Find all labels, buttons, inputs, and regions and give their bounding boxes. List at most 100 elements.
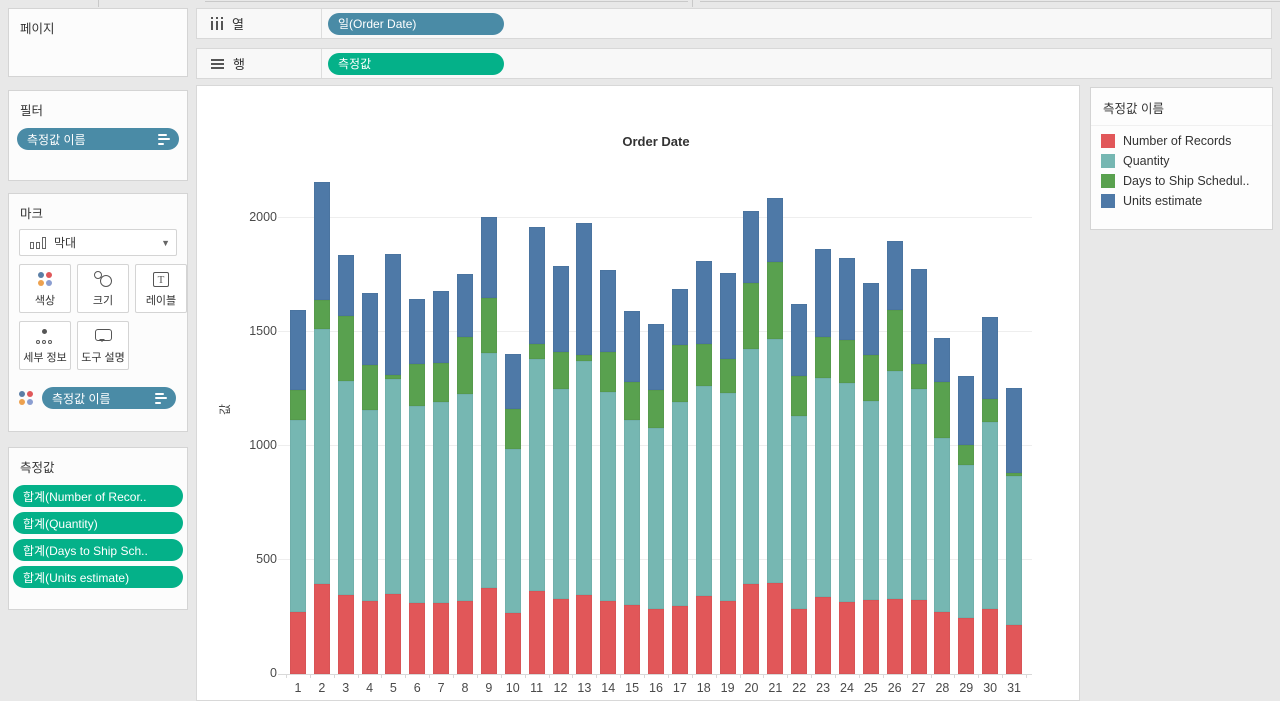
- pages-shelf[interactable]: 페이지: [8, 8, 188, 77]
- bar-segment[interactable]: [719, 600, 736, 674]
- bar-segment[interactable]: [934, 438, 951, 612]
- stacked-bar-day-14[interactable]: [600, 270, 617, 674]
- stacked-bar-day-30[interactable]: [982, 316, 999, 674]
- bar-segment[interactable]: [910, 600, 927, 674]
- bar-segment[interactable]: [647, 324, 664, 390]
- bar-segment[interactable]: [791, 608, 808, 674]
- bar-segment[interactable]: [289, 611, 306, 674]
- bar-segment[interactable]: [886, 598, 903, 674]
- bar-segment[interactable]: [886, 370, 903, 599]
- bar-segment[interactable]: [767, 198, 784, 263]
- bar-segment[interactable]: [385, 379, 402, 594]
- bar-segment[interactable]: [982, 316, 999, 400]
- stacked-bar-day-20[interactable]: [743, 210, 760, 674]
- bar-segment[interactable]: [838, 258, 855, 340]
- legend-item[interactable]: Quantity: [1091, 151, 1272, 171]
- legend-item[interactable]: Days to Ship Schedul..: [1091, 171, 1272, 191]
- bar-segment[interactable]: [791, 375, 808, 416]
- filters-shelf[interactable]: 필터 측정값 이름: [8, 90, 188, 181]
- bar-segment[interactable]: [910, 364, 927, 390]
- bar-segment[interactable]: [385, 253, 402, 375]
- bar-segment[interactable]: [457, 273, 474, 338]
- bar-segment[interactable]: [695, 596, 712, 674]
- bar-segment[interactable]: [743, 210, 760, 283]
- stacked-bar-day-27[interactable]: [910, 269, 927, 674]
- bar-segment[interactable]: [815, 377, 832, 598]
- bar-segment[interactable]: [647, 428, 664, 609]
- bar-segment[interactable]: [624, 382, 641, 420]
- stacked-bar-day-8[interactable]: [457, 273, 474, 674]
- bar-segment[interactable]: [767, 338, 784, 584]
- bar-segment[interactable]: [886, 240, 903, 310]
- bar-segment[interactable]: [958, 444, 975, 465]
- bar-segment[interactable]: [671, 345, 688, 403]
- bar-segment[interactable]: [838, 339, 855, 383]
- stacked-bar-day-6[interactable]: [409, 298, 426, 674]
- bar-segment[interactable]: [815, 249, 832, 337]
- stacked-bar-day-22[interactable]: [791, 303, 808, 674]
- stacked-bar-day-3[interactable]: [337, 254, 354, 674]
- bar-segment[interactable]: [815, 336, 832, 378]
- bar-segment[interactable]: [600, 391, 617, 601]
- bar-segment[interactable]: [409, 363, 426, 407]
- bar-segment[interactable]: [958, 617, 975, 674]
- mark-type-dropdown[interactable]: 막대 ▼: [19, 229, 177, 256]
- bar-segment[interactable]: [600, 352, 617, 392]
- bar-segment[interactable]: [862, 282, 879, 356]
- marks-pill-measure-names[interactable]: 측정값 이름: [42, 387, 176, 409]
- bar-segment[interactable]: [528, 344, 545, 360]
- bar-segment[interactable]: [743, 282, 760, 350]
- bar-segment[interactable]: [552, 266, 569, 352]
- stacked-bar-day-28[interactable]: [934, 337, 951, 674]
- bar-segment[interactable]: [934, 382, 951, 439]
- columns-shelf[interactable]: 열 일(Order Date): [196, 8, 1272, 39]
- bar-segment[interactable]: [552, 389, 569, 599]
- bar-segment[interactable]: [815, 597, 832, 674]
- bar-segment[interactable]: [695, 260, 712, 345]
- bar-segment[interactable]: [337, 594, 354, 674]
- stacked-bar-day-4[interactable]: [361, 293, 378, 674]
- bar-segment[interactable]: [647, 608, 664, 674]
- bar-segment[interactable]: [958, 376, 975, 445]
- stacked-bar-day-12[interactable]: [552, 266, 569, 674]
- bar-segment[interactable]: [457, 394, 474, 601]
- bar-segment[interactable]: [982, 609, 999, 674]
- measure-values-card[interactable]: 측정값 합계(Number of Recor.. 합계(Quantity) 합계(D…: [8, 447, 188, 610]
- bar-segment[interactable]: [313, 584, 330, 674]
- stacked-bar-day-10[interactable]: [504, 354, 521, 674]
- color-button[interactable]: 색상: [19, 264, 71, 313]
- measure-values-pill[interactable]: 합계(Number of Recor..: [13, 485, 183, 507]
- bar-segment[interactable]: [504, 409, 521, 449]
- bar-segment[interactable]: [409, 603, 426, 674]
- bar-segment[interactable]: [480, 588, 497, 674]
- bar-segment[interactable]: [457, 337, 474, 395]
- bar-segment[interactable]: [457, 600, 474, 674]
- bar-segment[interactable]: [337, 315, 354, 382]
- bar-segment[interactable]: [576, 223, 593, 356]
- bar-segment[interactable]: [385, 374, 402, 380]
- stacked-bar-day-16[interactable]: [647, 324, 664, 674]
- bar-segment[interactable]: [552, 351, 569, 390]
- stacked-bar-day-9[interactable]: [480, 216, 497, 674]
- measure-values-pill[interactable]: 합계(Units estimate): [13, 566, 183, 588]
- bar-segment[interactable]: [910, 389, 927, 601]
- stacked-bar-day-26[interactable]: [886, 240, 903, 674]
- bar-segment[interactable]: [337, 381, 354, 595]
- bar-segment[interactable]: [289, 420, 306, 612]
- stacked-bar-day-29[interactable]: [958, 376, 975, 674]
- bar-segment[interactable]: [958, 464, 975, 618]
- bar-segment[interactable]: [838, 382, 855, 602]
- bar-segment[interactable]: [671, 605, 688, 674]
- bar-segment[interactable]: [313, 300, 330, 329]
- measure-values-pill[interactable]: 합계(Quantity): [13, 512, 183, 534]
- bar-segment[interactable]: [600, 600, 617, 674]
- stacked-bar-day-23[interactable]: [815, 249, 832, 674]
- bar-segment[interactable]: [528, 591, 545, 674]
- bar-segment[interactable]: [433, 291, 450, 363]
- measure-values-pill[interactable]: 합계(Days to Ship Sch..: [13, 539, 183, 561]
- label-button[interactable]: T 레이블: [135, 264, 187, 313]
- bar-segment[interactable]: [862, 355, 879, 401]
- bar-segment[interactable]: [385, 593, 402, 674]
- bar-segment[interactable]: [480, 216, 497, 298]
- size-button[interactable]: 크기: [77, 264, 129, 313]
